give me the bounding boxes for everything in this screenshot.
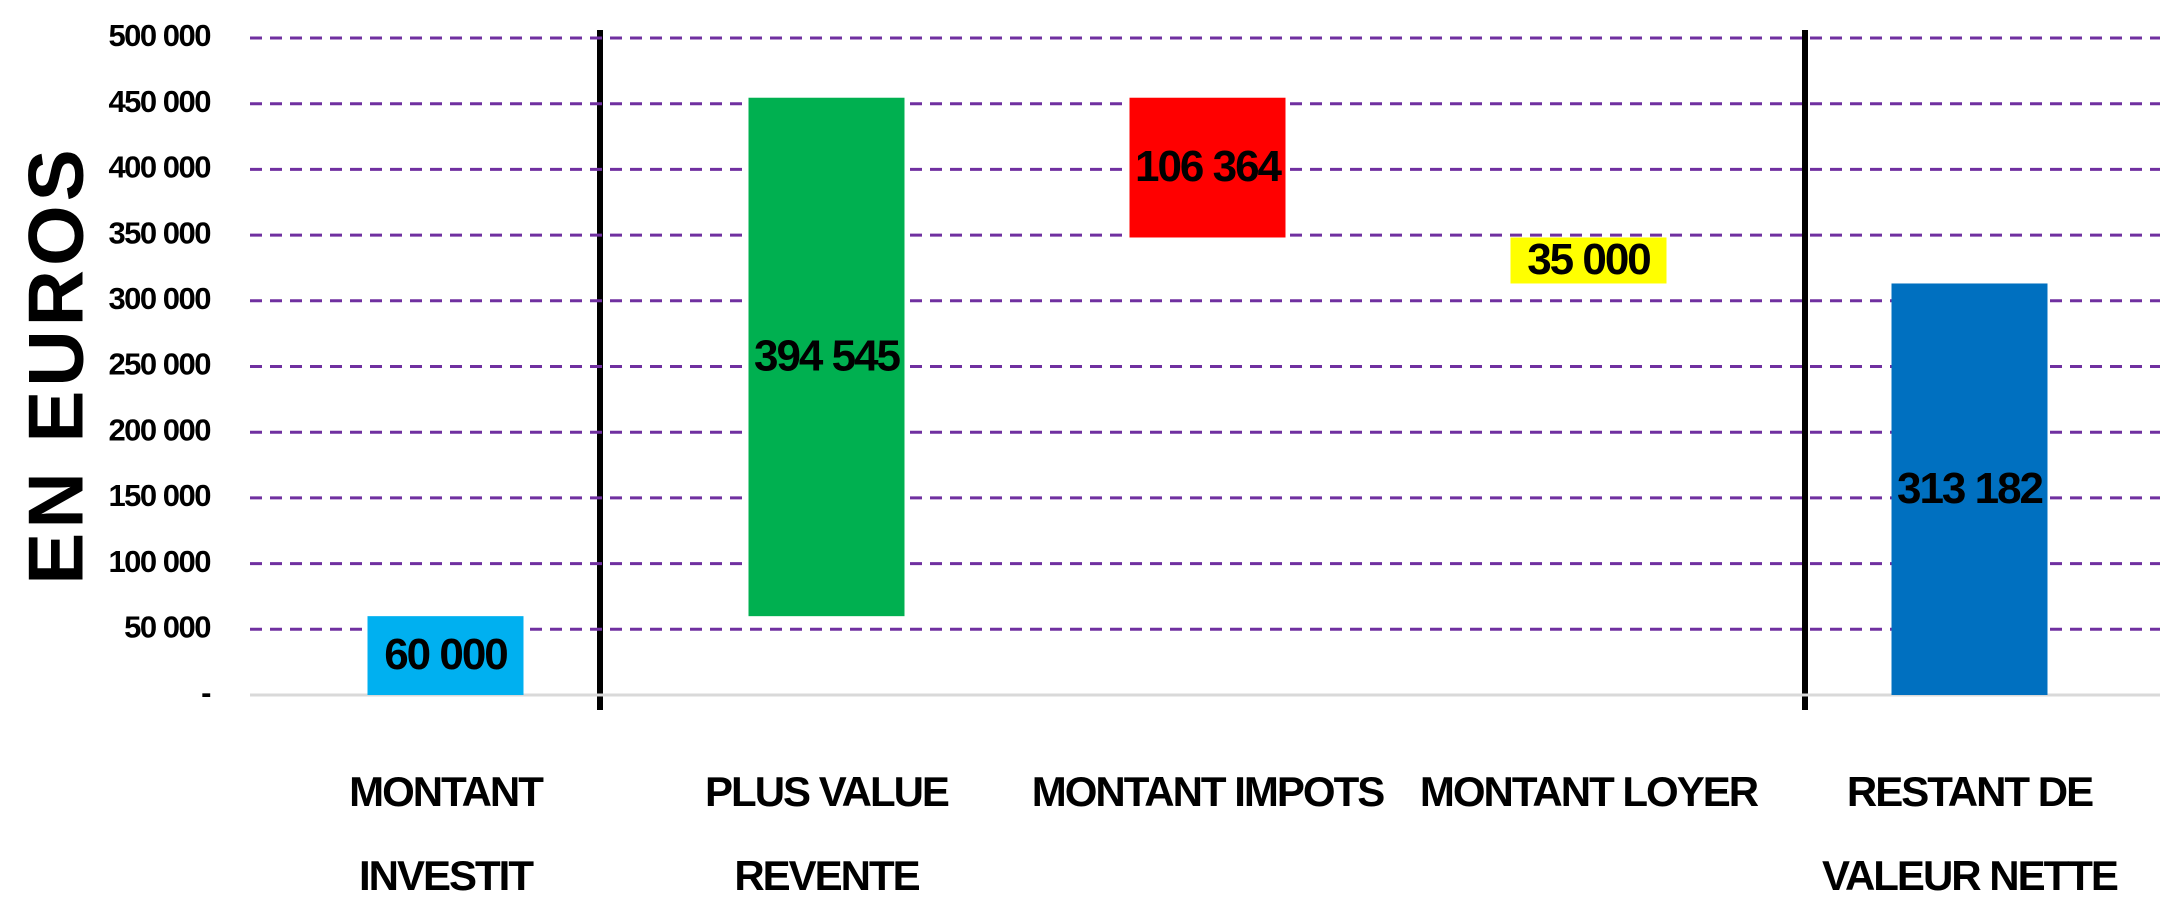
x-tick-label: PLUS VALUE [705,768,949,815]
x-tick-label: MONTANT IMPOTS [1032,768,1385,815]
value-label: 313 182 [1897,464,2043,513]
value-label: 60 000 [384,630,507,679]
y-tick-label: 50 000 [124,609,210,644]
y-tick-label: 100 000 [108,544,210,579]
value-label: 35 000 [1527,235,1650,284]
x-tick-label: RESTANT DE [1847,768,2093,815]
x-tick-label: REVENTE [734,852,919,899]
bar [1129,97,1286,238]
x-tick-label: MONTANT [349,768,544,815]
x-tick-label: MONTANT LOYER [1420,768,1759,815]
y-tick-label: 250 000 [108,347,210,382]
y-tick-label: 350 000 [108,215,210,250]
y-tick-label: 500 000 [108,18,210,53]
bar [1510,237,1667,284]
bar [748,97,905,617]
x-tick-label: INVESTIT [359,852,534,899]
value-label: 394 545 [754,332,901,381]
value-label: 106 364 [1135,142,1283,191]
bar [367,616,524,695]
y-tick-label: - [201,675,211,710]
y-tick-label: 400 000 [108,150,210,185]
y-tick-label: 200 000 [108,412,210,447]
y-tick-label: 300 000 [108,281,210,316]
y-tick-label: 450 000 [108,84,210,119]
y-axis-label: EN EUROS [12,145,100,584]
bar [1891,283,2048,695]
y-tick-label: 150 000 [108,478,210,513]
x-tick-label: VALEUR NETTE [1822,852,2118,899]
